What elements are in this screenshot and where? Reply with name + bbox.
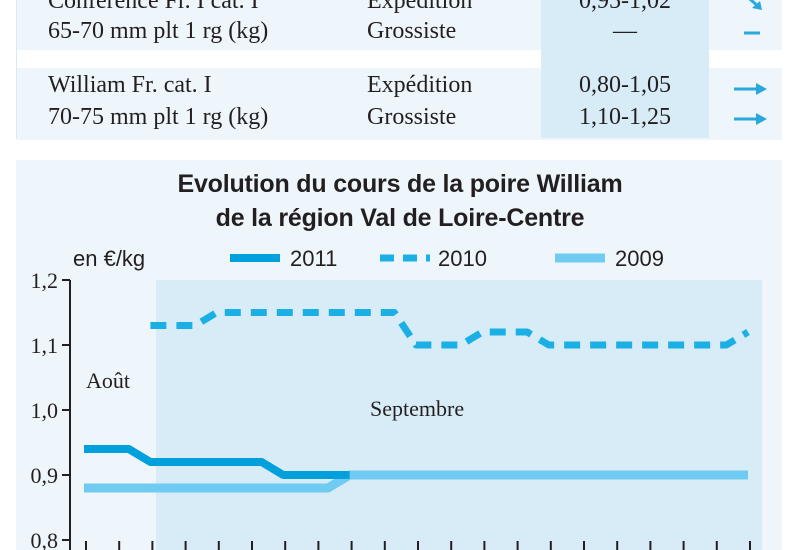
- y-tick-label: 1,1: [31, 333, 59, 358]
- right-arrow-icon: [731, 108, 771, 130]
- chart-title: Evolution du cours de la poire William: [177, 170, 623, 198]
- price-value: —: [613, 18, 637, 44]
- down-arrow-icon: [732, 0, 772, 16]
- y-tick-label: 0,9: [31, 463, 59, 488]
- product-spec: 70-75 mm plt 1 rg (kg): [48, 104, 269, 130]
- period-label-septembre: Septembre: [370, 396, 464, 421]
- price-value: 0,80-1,05: [579, 72, 671, 98]
- y-axis-label: en €/kg: [73, 246, 145, 271]
- series-lines: [84, 309, 750, 493]
- stage-label: Expédition: [367, 0, 473, 14]
- price-column-background: [541, 0, 709, 138]
- chart-subtitle: de la région Val de Loire-Centre: [215, 204, 585, 232]
- product-spec: 65-70 mm plt 1 rg (kg): [48, 18, 269, 44]
- september-background: [156, 280, 762, 550]
- legend-label-2011: 2011: [290, 246, 337, 271]
- price-table: Conférence Fr. I cat. I 65-70 mm plt 1 r…: [0, 0, 800, 140]
- right-arrow-icon: [731, 78, 771, 100]
- y-tick-label: 1,0: [31, 398, 59, 423]
- series-line-2011: [84, 445, 350, 479]
- period-label-aout: Août: [86, 368, 130, 393]
- price-value: 0,95-1,02: [579, 0, 671, 14]
- stage-label: Expédition: [367, 72, 473, 98]
- legend-label-2010: 2010: [438, 246, 487, 271]
- series-line-2010: [150, 309, 750, 349]
- y-axis-ticks: 0,8 0,9 1,0 1,1 1,2: [31, 268, 70, 550]
- price-value: 1,10-1,25: [579, 104, 671, 130]
- y-tick-label: 0,8: [31, 528, 59, 550]
- legend-label-2009: 2009: [615, 246, 664, 271]
- stage-label: Grossiste: [367, 104, 457, 130]
- chart-legend: 2011 2010 2009: [230, 246, 664, 271]
- table-divider: [16, 0, 17, 138]
- product-name: Conférence Fr. I cat. I: [48, 0, 259, 14]
- y-tick-label: 1,2: [31, 268, 59, 293]
- stage-label: Grossiste: [367, 18, 457, 44]
- dash-icon: [740, 22, 764, 44]
- product-name: William Fr. cat. I: [48, 72, 212, 98]
- x-axis-ticks: [85, 541, 751, 550]
- series-line-2009: [84, 470, 748, 493]
